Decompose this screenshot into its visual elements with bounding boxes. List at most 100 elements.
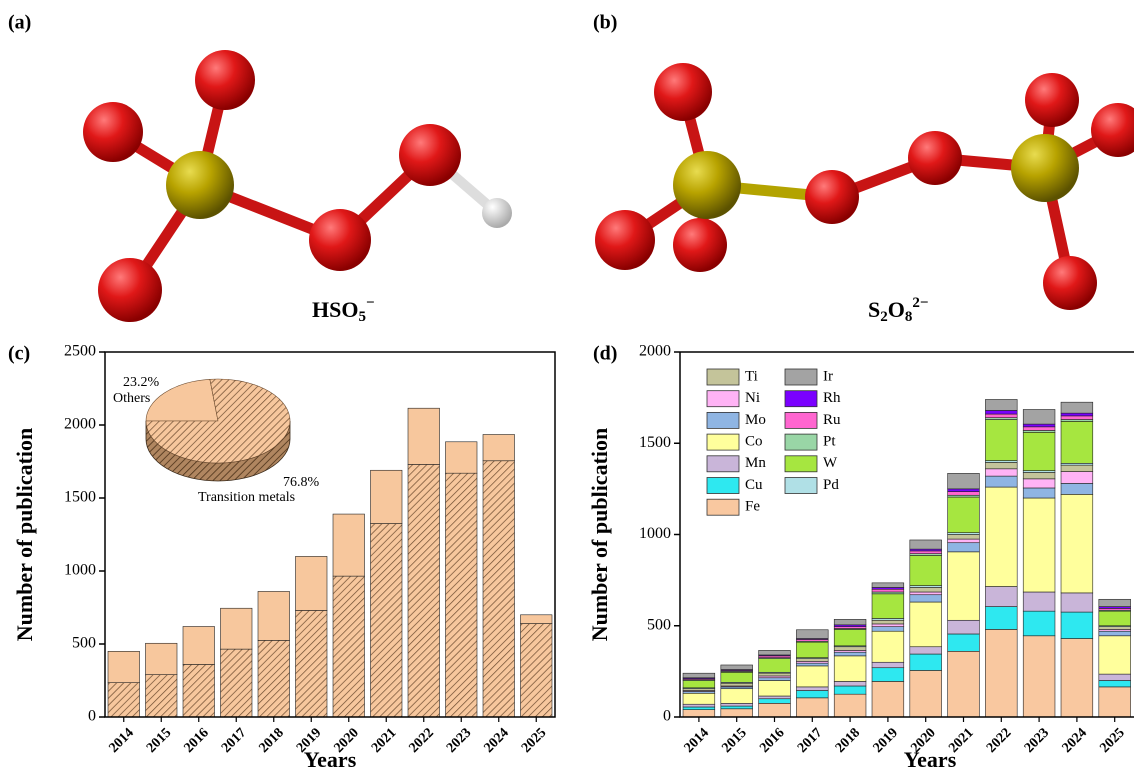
bar-segment [834, 619, 866, 624]
bar-segment [1023, 409, 1055, 424]
bar-segment [910, 647, 942, 654]
formula-part: S [868, 297, 880, 322]
bar-segment [258, 591, 290, 640]
bar-segment [985, 414, 1017, 418]
panel-label: (a) [8, 12, 31, 34]
legend-label: Ni [745, 390, 760, 406]
x-axis-title: Years [904, 747, 957, 772]
legend-swatch [707, 478, 739, 494]
bar-segment [1099, 599, 1131, 606]
bar-segment [759, 650, 791, 655]
bar-segment [834, 694, 866, 717]
x-axis-title: Years [304, 747, 357, 772]
x-tick-label: 2022 [984, 725, 1014, 755]
bar-segment [872, 681, 904, 717]
bar-segment [1061, 402, 1093, 413]
bar-segment [1023, 488, 1055, 498]
legend-label: Ir [823, 368, 833, 384]
bar-segment [1061, 416, 1093, 420]
bar-segment [985, 487, 1017, 586]
bar-segment [296, 556, 328, 610]
bar-segment [721, 689, 753, 704]
bar-segment [446, 442, 478, 473]
bar-segment [834, 629, 866, 645]
bar-segment [1061, 494, 1093, 593]
x-tick-label: 2017 [219, 725, 249, 755]
bar-segment [985, 629, 1017, 717]
x-tick-label: 2017 [795, 725, 825, 755]
bar-segment [721, 683, 753, 686]
bar-segment [1061, 612, 1093, 638]
bar-segment [183, 626, 215, 664]
bar-segment [521, 615, 553, 624]
bar-segment [985, 587, 1017, 607]
bar-segment [985, 469, 1017, 476]
y-axis-title: Number of publication [12, 428, 37, 642]
formula-sub: 8 [905, 309, 913, 325]
legend-label: Mo [745, 412, 766, 428]
formula: HSO5− [312, 295, 375, 325]
bar-segment [1099, 611, 1131, 626]
bar-segment [759, 678, 791, 681]
bar-segment [948, 552, 980, 620]
bar-segment [1023, 611, 1055, 636]
legend-label: Ti [745, 368, 758, 384]
bar-segment [834, 656, 866, 682]
x-tick-label: 2018 [833, 725, 863, 755]
bar-segment [834, 686, 866, 694]
bar-segment [872, 620, 904, 624]
bar-segment [1023, 432, 1055, 470]
bar-segment [1099, 674, 1131, 680]
x-tick-label: 2021 [369, 725, 399, 755]
bar-segment [683, 707, 715, 710]
bar-segment [1099, 681, 1131, 687]
bar-segment [948, 535, 980, 540]
legend-swatch [707, 412, 739, 428]
bar-segment [910, 602, 942, 647]
bar-segment [683, 704, 715, 707]
bar-segment [834, 652, 866, 656]
bar-segment [948, 492, 980, 496]
y-tick-label: 0 [663, 708, 671, 725]
bar-segment [872, 594, 904, 619]
bar-segment [1023, 636, 1055, 717]
bar-segment [985, 607, 1017, 630]
bar-segment [948, 620, 980, 634]
pie-category-label: Transition metals [198, 490, 295, 505]
bar-segment [948, 634, 980, 651]
bar-segment [483, 461, 515, 717]
bar-segment [371, 524, 403, 717]
bar-segment [985, 410, 1017, 414]
bar-segment [872, 627, 904, 632]
bar-segment [910, 540, 942, 549]
bar-segment [1023, 424, 1055, 427]
bar-segment [948, 489, 980, 492]
legend-label: Pd [823, 477, 839, 493]
legend-label: Ru [823, 412, 841, 428]
legend-swatch [707, 369, 739, 385]
bar-segment [796, 630, 828, 639]
legend-label: Pt [823, 434, 836, 450]
bar-segment [146, 643, 178, 674]
y-tick-label: 1000 [639, 525, 671, 542]
bar-segment [796, 666, 828, 687]
x-tick-label: 2015 [144, 725, 174, 755]
legend-swatch [785, 391, 817, 407]
formula-sup: − [366, 295, 375, 311]
legend-label: Rh [823, 390, 841, 406]
bar-segment [759, 681, 791, 697]
bar-segment [910, 595, 942, 602]
x-tick-label: 2014 [682, 725, 712, 755]
y-axis-title: Number of publication [587, 428, 612, 642]
x-tick-label: 2018 [256, 725, 286, 755]
bar-segment [910, 555, 942, 585]
bar-segment [948, 543, 980, 552]
bar-segment [333, 514, 365, 576]
bar-segment [759, 673, 791, 676]
bar-segment [683, 710, 715, 717]
legend-swatch [707, 434, 739, 450]
bar-segment [948, 473, 980, 489]
bar-segment [296, 610, 328, 717]
bar-segment [1061, 421, 1093, 463]
bar-segment [834, 681, 866, 686]
